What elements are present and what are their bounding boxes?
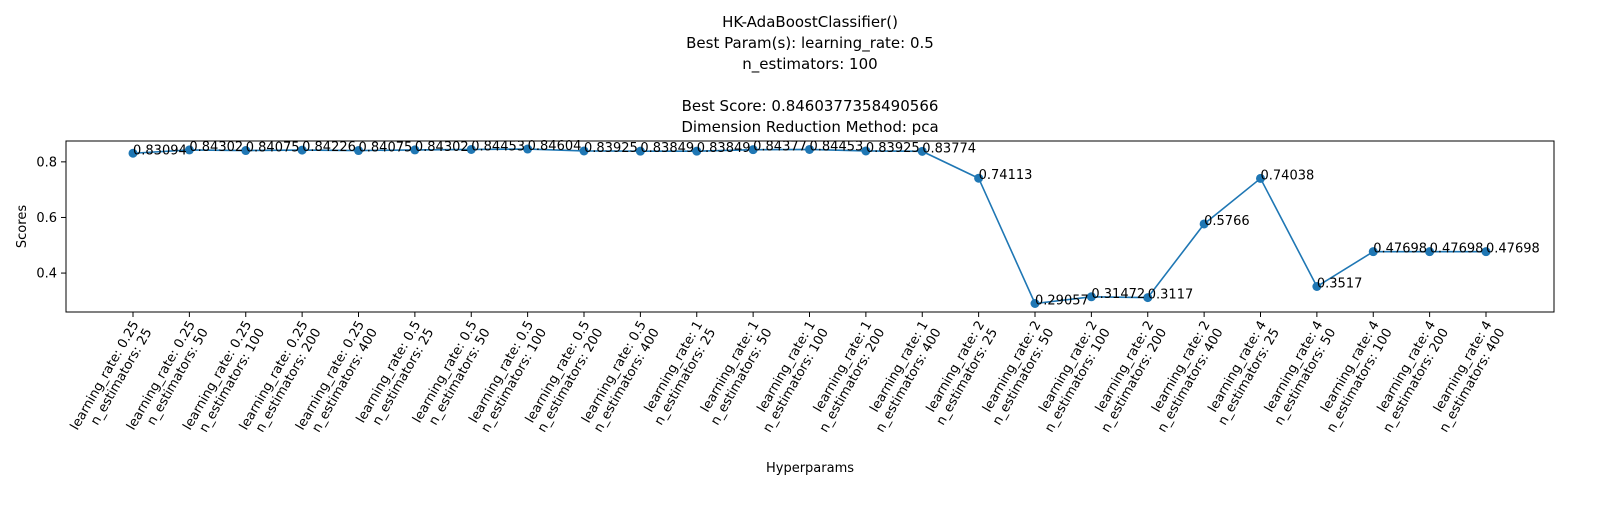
data-label: 0.47698 <box>1430 242 1484 257</box>
data-points <box>128 144 1491 309</box>
data-point <box>974 173 984 183</box>
data-label: 0.83094 <box>133 143 187 158</box>
y-tick-label: 0.6 <box>36 211 57 226</box>
x-axis: learning_rate: 0.25n_estimators: 25learn… <box>68 312 1508 435</box>
data-point <box>184 145 194 155</box>
chart-title-line: Best Param(s): learning_rate: 0.5 <box>686 34 934 53</box>
data-point <box>1312 282 1322 292</box>
data-label: 0.84604 <box>528 139 582 154</box>
data-point <box>523 144 533 154</box>
data-label: 0.83925 <box>584 141 638 156</box>
data-label: 0.3517 <box>1317 277 1363 292</box>
data-point <box>241 146 251 156</box>
chart-title-line: HK-AdaBoostClassifier() <box>722 13 898 31</box>
data-label: 0.5766 <box>1204 214 1250 229</box>
data-point <box>1143 293 1153 303</box>
data-label: 0.3117 <box>1148 288 1194 303</box>
data-point <box>861 146 871 156</box>
chart-title-line: Dimension Reduction Method: pca <box>681 118 938 136</box>
data-point <box>635 146 645 156</box>
y-tick-label: 0.4 <box>36 267 57 282</box>
chart-title-line: Best Score: 0.8460377358490566 <box>682 97 939 115</box>
data-point <box>1199 219 1209 229</box>
data-point <box>748 145 758 155</box>
data-point <box>579 146 589 156</box>
data-point <box>1086 292 1096 302</box>
data-label: 0.84302 <box>189 140 243 155</box>
data-label: 0.74038 <box>1261 168 1315 183</box>
x-axis-label: Hyperparams <box>766 461 854 476</box>
data-label: 0.47698 <box>1373 242 1427 257</box>
data-point <box>354 146 363 156</box>
chart-title-line: n_estimators: 100 <box>742 55 877 74</box>
data-label: 0.83774 <box>922 141 976 156</box>
data-label: 0.84453 <box>471 139 525 154</box>
data-label: 0.83925 <box>866 141 920 156</box>
data-label: 0.84226 <box>302 140 356 155</box>
y-tick-label: 0.8 <box>36 155 57 170</box>
data-labels: 0.83094 0.84302 0.84075 0.84226 0.84075 0.843… <box>133 139 1540 308</box>
data-point <box>1030 299 1040 309</box>
data-point <box>917 146 927 156</box>
data-label: 0.74113 <box>979 168 1033 183</box>
data-point <box>1425 247 1435 257</box>
data-label: 0.47698 <box>1486 242 1540 257</box>
data-label: 0.29057 <box>1035 294 1089 309</box>
chart-title: HK-AdaBoostClassifier() Best Param(s): le… <box>681 13 938 136</box>
data-label: 0.83849 <box>640 141 694 156</box>
y-axis-label: Scores <box>15 205 30 248</box>
data-point <box>297 145 307 155</box>
data-point <box>128 148 138 158</box>
data-point <box>466 144 476 154</box>
data-label: 0.84075 <box>359 141 413 156</box>
data-point <box>1481 247 1491 257</box>
data-point <box>1368 247 1378 257</box>
data-point <box>410 145 420 155</box>
y-axis: 0.4 0.6 0.8 <box>36 155 66 282</box>
data-label: 0.84075 <box>246 141 300 156</box>
data-point <box>1256 173 1265 183</box>
data-label: 0.83849 <box>697 141 751 156</box>
data-label: 0.84302 <box>415 140 469 155</box>
data-point <box>692 146 702 156</box>
data-label: 0.31472 <box>1091 287 1145 302</box>
data-label: 0.84453 <box>810 139 864 154</box>
data-label: 0.84377 <box>753 140 807 155</box>
data-point <box>805 144 814 154</box>
